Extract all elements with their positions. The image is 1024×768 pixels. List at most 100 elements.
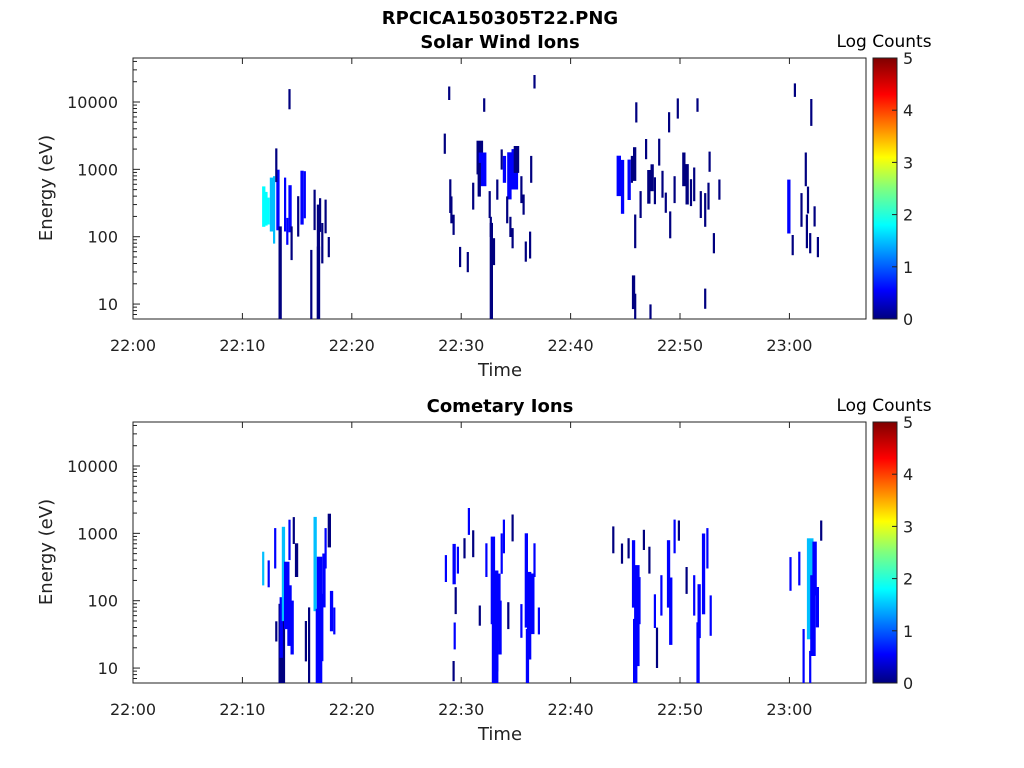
heatmap-cell xyxy=(327,237,330,258)
heatmap-cell xyxy=(689,179,693,207)
heatmap-cell xyxy=(287,585,292,646)
heatmap-cell xyxy=(699,191,702,218)
panel-1-ylabel: Energy (eV) xyxy=(36,135,57,241)
colorbar-tick-label: 5 xyxy=(903,49,913,68)
heatmap-cell xyxy=(660,575,663,616)
heatmap-cell xyxy=(524,241,527,262)
heatmap-cell xyxy=(267,560,270,588)
heatmap-cell xyxy=(443,133,446,154)
heatmap-cell xyxy=(262,551,265,586)
heatmap-cell xyxy=(707,182,710,210)
heatmap-cell xyxy=(276,169,280,231)
heatmap-cell xyxy=(668,112,671,133)
panel-1-colorbar-label: Log Counts xyxy=(836,32,931,52)
heatmap-cell xyxy=(718,179,721,200)
heatmap-cell xyxy=(502,155,507,183)
heatmap-cell xyxy=(279,597,283,658)
heatmap-cell xyxy=(627,538,630,559)
panel-1-cells xyxy=(262,75,819,319)
y-tick-label: 100 xyxy=(87,592,118,611)
heatmap-cell xyxy=(787,179,791,234)
heatmap-cell xyxy=(477,162,481,197)
heatmap-cell xyxy=(533,75,536,89)
y-tick-label: 10000 xyxy=(67,93,118,112)
heatmap-cell xyxy=(472,182,475,210)
heatmap-cell xyxy=(507,602,510,630)
heatmap-cell xyxy=(511,514,514,542)
panel-2-colorbar-ticks: 0 1 2 3 4 5 xyxy=(892,413,913,693)
x-tick-label: 22:00 xyxy=(110,336,156,355)
heatmap-cell xyxy=(685,164,689,205)
heatmap-cell xyxy=(637,577,641,625)
heatmap-cell xyxy=(633,618,638,683)
panel-2-frame xyxy=(132,421,867,684)
panel-1-title: Solar Wind Ions xyxy=(420,32,579,53)
panel-2-ylabel: Energy (eV) xyxy=(36,499,57,605)
heatmap-cell xyxy=(300,170,304,225)
heatmap-cell xyxy=(478,605,481,626)
heatmap-cell xyxy=(639,191,642,218)
heatmap-cell xyxy=(634,293,637,319)
panel-solar-wind: Solar Wind Ions 22:00 22:10 22:20 22:30 22:4… xyxy=(36,32,932,381)
heatmap-cell xyxy=(791,235,794,256)
panel-1-colorbar xyxy=(872,57,898,320)
heatmap-cell xyxy=(448,86,451,100)
panel-2-cells xyxy=(262,508,823,683)
heatmap-cell xyxy=(524,533,528,628)
heatmap-cell xyxy=(513,146,520,173)
heatmap-cell xyxy=(488,191,491,218)
panel-2-title: Cometary Ions xyxy=(427,396,574,417)
heatmap-cell xyxy=(466,252,469,273)
heatmap-cell xyxy=(292,517,295,544)
x-tick-label: 22:20 xyxy=(329,700,375,719)
heatmap-cell xyxy=(696,98,699,112)
y-tick-label: 10 xyxy=(98,659,118,678)
heatmap-cell xyxy=(685,567,688,594)
heatmap-cell xyxy=(303,171,306,219)
heatmap-cell xyxy=(647,170,651,204)
heatmap-cell xyxy=(526,571,532,660)
heatmap-cell xyxy=(673,176,676,204)
heatmap-cell xyxy=(815,587,819,628)
heatmap-cell xyxy=(288,519,291,561)
heatmap-cell xyxy=(485,543,488,577)
heatmap-cell xyxy=(533,543,536,577)
heatmap-cell xyxy=(453,622,456,650)
heatmap-cell xyxy=(278,226,282,319)
y-tick-label: 100 xyxy=(87,228,118,247)
y-tick-label: 1000 xyxy=(77,160,118,179)
heatmap-cell xyxy=(262,186,266,227)
colorbar-tick-label: 3 xyxy=(903,153,913,172)
heatmap-cell xyxy=(612,526,615,554)
heatmap-cell xyxy=(669,577,673,645)
heatmap-cell xyxy=(677,520,680,541)
panel-1-frame xyxy=(132,57,867,320)
heatmap-cell xyxy=(648,546,651,574)
colorbar-tick-label: 3 xyxy=(903,517,913,536)
heatmap-cell xyxy=(537,607,540,635)
heatmap-cell xyxy=(496,179,499,200)
heatmap-cell xyxy=(483,98,486,112)
colorbar-tick-label: 0 xyxy=(903,674,913,693)
heatmap-cell xyxy=(630,155,633,183)
heatmap-cell xyxy=(635,102,638,123)
heatmap-cell xyxy=(308,607,311,683)
heatmap-cell xyxy=(658,138,661,166)
heatmap-cell xyxy=(333,607,336,635)
x-tick-label: 22:00 xyxy=(110,700,156,719)
x-tick-label: 23:00 xyxy=(766,700,812,719)
heatmap-cell xyxy=(273,176,276,244)
y-tick-label: 1000 xyxy=(77,524,118,543)
heatmap-cell xyxy=(642,529,645,550)
heatmap-cell xyxy=(627,159,631,200)
heatmap-cell xyxy=(804,152,807,187)
heatmap-cell xyxy=(520,604,523,638)
heatmap-cell xyxy=(522,194,525,215)
heatmap-cell xyxy=(709,595,712,636)
panel-2-xlabel: Time xyxy=(477,724,522,745)
heatmap-cell xyxy=(800,193,803,227)
heatmap-cell xyxy=(456,546,459,574)
heatmap-cell xyxy=(319,593,324,662)
heatmap-cell xyxy=(452,214,455,235)
heatmap-cell xyxy=(506,196,509,224)
